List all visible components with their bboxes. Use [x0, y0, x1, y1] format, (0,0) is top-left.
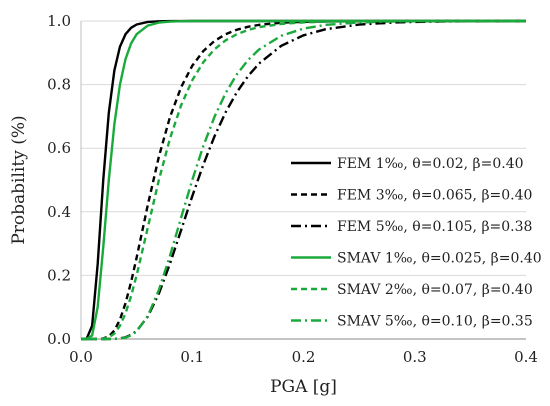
x-tick-label: 0.3	[403, 348, 427, 366]
y-axis-title: Probability (%)	[9, 115, 29, 244]
gridlines	[81, 20, 526, 276]
series-line-4	[80, 19, 526, 341]
legend-label-3: FEM 5‰, θ=0.105, β=0.38	[337, 219, 532, 235]
series-line-5	[81, 19, 527, 341]
x-tick-label: 0.0	[69, 348, 93, 366]
legend-label-6: SMAV 5‰, θ=0.10, β=0.35	[337, 314, 533, 330]
y-tick-label: 0.4	[47, 203, 71, 221]
legend-label-1: FEM 1‰, θ=0.02, β=0.40	[337, 156, 524, 172]
x-tick-labels: 0.0 0.1 0.2 0.3 0.4	[69, 348, 538, 366]
series-line-6	[81, 19, 527, 341]
y-tick-label: 0.2	[47, 266, 71, 284]
y-tick-label: 0.8	[47, 76, 71, 94]
x-tick-label: 0.1	[180, 348, 204, 366]
x-tick-label: 0.4	[514, 348, 538, 366]
legend: FEM 1‰, θ=0.02, β=0.40 FEM 3‰, θ=0.065, β…	[291, 156, 542, 330]
y-tick-label: 0.0	[47, 330, 71, 348]
y-tick-label: 0.6	[47, 139, 71, 157]
axes	[80, 21, 526, 340]
x-axis-title: PGA [g]	[270, 377, 337, 397]
legend-label-5: SMAV 2‰, θ=0.07, β=0.40	[337, 282, 533, 298]
y-tick-label: 1.0	[47, 12, 71, 30]
x-tick-label: 0.2	[292, 348, 316, 366]
legend-label-4: SMAV 1‰, θ=0.025, β=0.40	[337, 251, 542, 267]
y-tick-labels: 0.0 0.2 0.4 0.6 0.8 1.0	[47, 12, 71, 348]
series-lines	[80, 19, 527, 341]
legend-label-2: FEM 3‰, θ=0.065, β=0.40	[337, 188, 532, 204]
